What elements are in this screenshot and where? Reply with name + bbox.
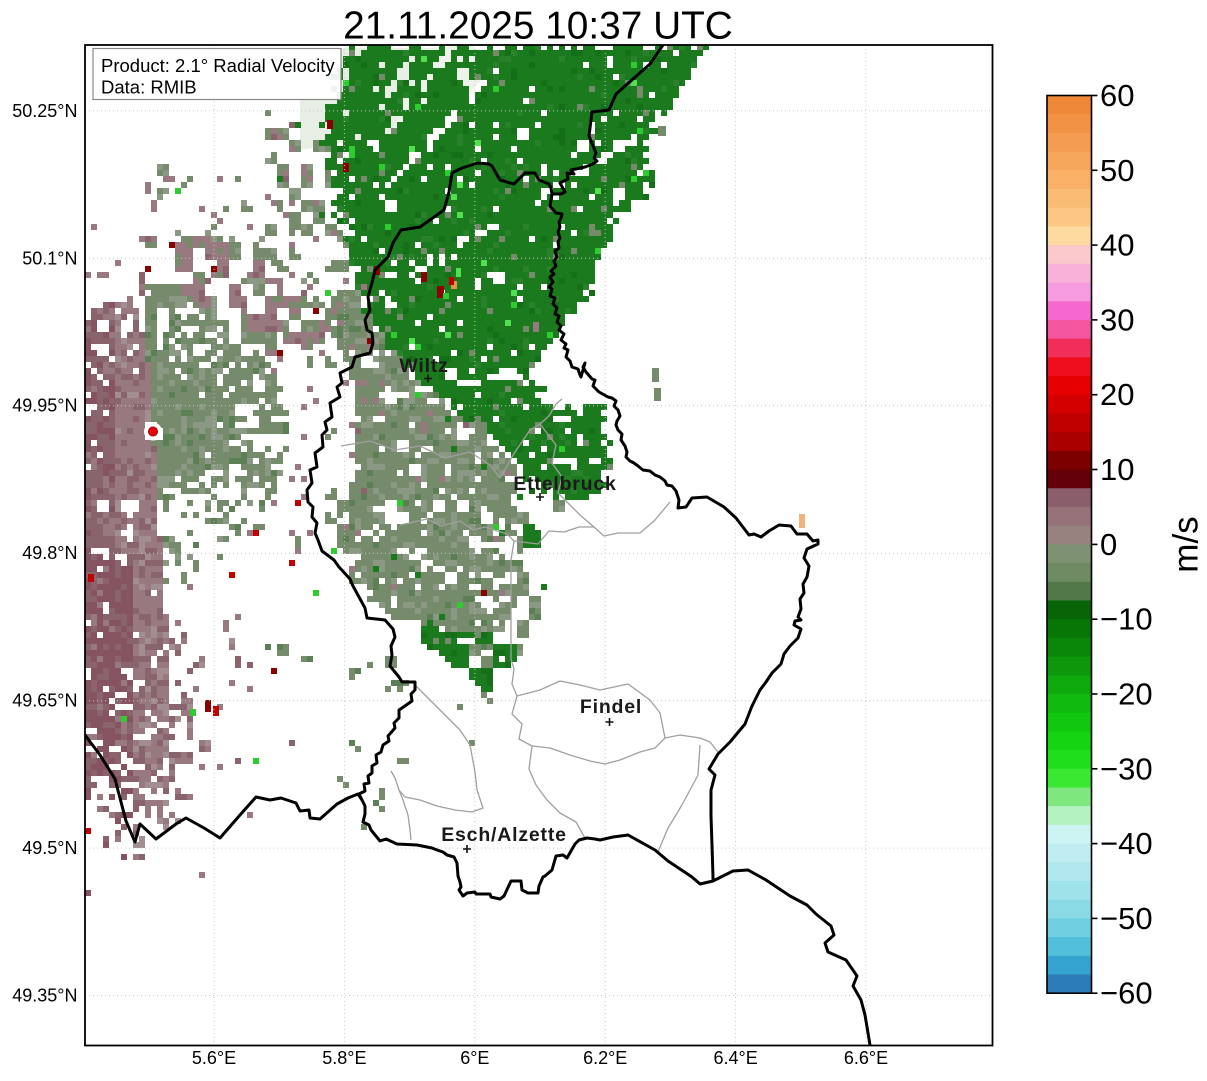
svg-text:5.6°E: 5.6°E bbox=[192, 1048, 236, 1068]
svg-text:Product: 2.1° Radial Velocity: Product: 2.1° Radial Velocity bbox=[101, 55, 335, 76]
svg-text:6°E: 6°E bbox=[460, 1048, 489, 1068]
svg-text:Ettelbruck: Ettelbruck bbox=[513, 473, 616, 495]
svg-text:−40: −40 bbox=[1100, 826, 1153, 861]
svg-text:6.6°E: 6.6°E bbox=[844, 1048, 888, 1068]
svg-text:50: 50 bbox=[1100, 153, 1134, 188]
svg-text:50.25°N: 50.25°N bbox=[12, 101, 77, 121]
svg-text:49.65°N: 49.65°N bbox=[12, 691, 77, 711]
svg-text:20: 20 bbox=[1100, 377, 1134, 412]
svg-text:60: 60 bbox=[1100, 78, 1134, 113]
svg-text:49.5°N: 49.5°N bbox=[22, 838, 77, 858]
svg-text:−50: −50 bbox=[1100, 901, 1153, 936]
svg-text:Wiltz: Wiltz bbox=[399, 355, 448, 377]
svg-text:Data: RMIB: Data: RMIB bbox=[101, 77, 197, 98]
svg-text:−10: −10 bbox=[1100, 602, 1153, 637]
svg-text:49.8°N: 49.8°N bbox=[22, 543, 77, 563]
svg-text:6.2°E: 6.2°E bbox=[583, 1048, 627, 1068]
svg-text:40: 40 bbox=[1100, 228, 1134, 263]
svg-text:30: 30 bbox=[1100, 302, 1134, 337]
svg-text:−30: −30 bbox=[1100, 751, 1153, 786]
svg-text:−60: −60 bbox=[1100, 976, 1153, 1011]
svg-text:10: 10 bbox=[1100, 452, 1134, 487]
svg-text:50.1°N: 50.1°N bbox=[22, 248, 77, 268]
svg-text:Findel: Findel bbox=[580, 696, 642, 718]
svg-text:Esch/Alzette: Esch/Alzette bbox=[441, 824, 567, 846]
svg-text:−20: −20 bbox=[1100, 677, 1153, 712]
svg-text:0: 0 bbox=[1100, 527, 1117, 562]
svg-text:49.95°N: 49.95°N bbox=[12, 396, 77, 416]
svg-text:m/s: m/s bbox=[1167, 516, 1206, 572]
svg-text:21.11.2025 10:37 UTC: 21.11.2025 10:37 UTC bbox=[343, 5, 733, 48]
svg-text:6.4°E: 6.4°E bbox=[713, 1048, 757, 1068]
svg-text:5.8°E: 5.8°E bbox=[322, 1048, 366, 1068]
svg-text:49.35°N: 49.35°N bbox=[12, 986, 77, 1006]
